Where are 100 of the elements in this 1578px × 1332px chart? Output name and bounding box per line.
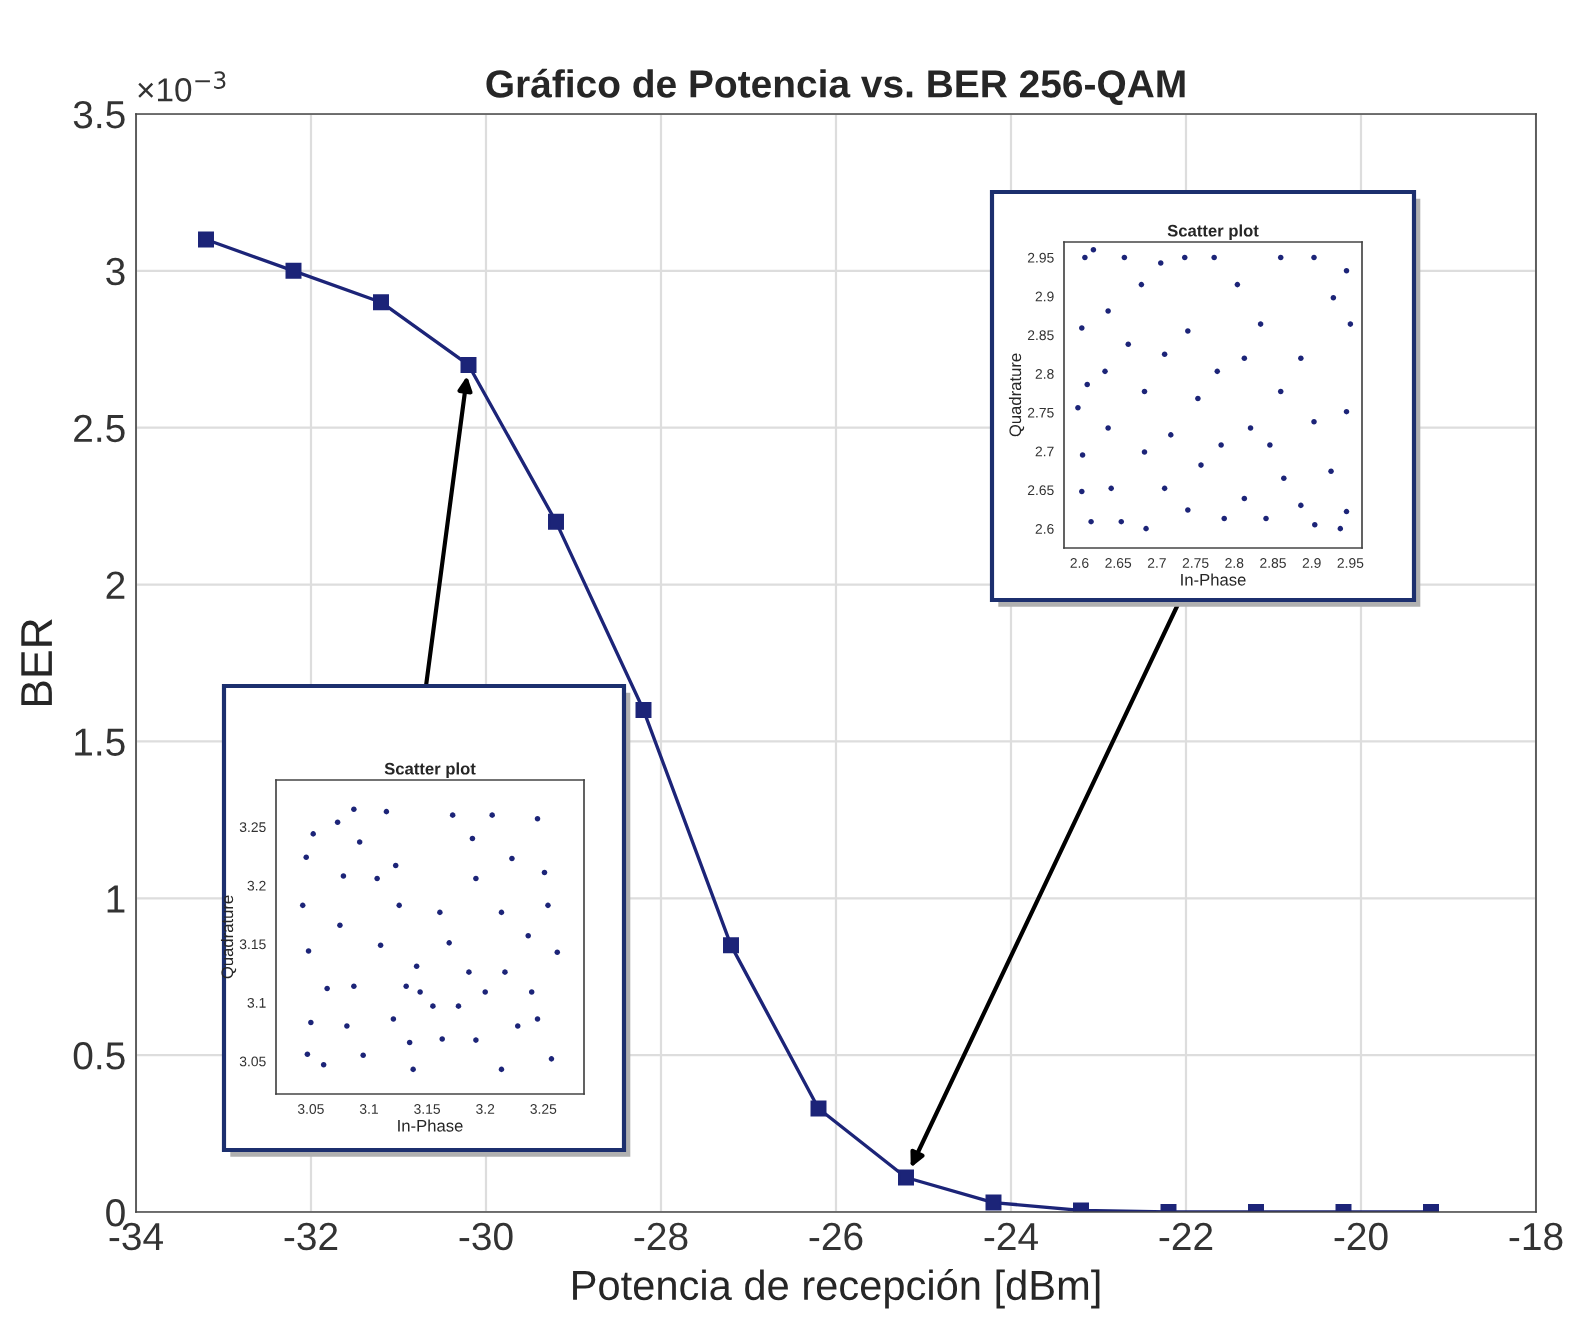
point <box>437 909 443 916</box>
point <box>1108 485 1114 492</box>
point <box>198 231 214 248</box>
point <box>1241 495 1248 502</box>
point <box>1277 254 1284 261</box>
point <box>528 989 535 995</box>
point <box>1195 395 1201 402</box>
point <box>390 1016 397 1022</box>
point <box>1079 452 1086 458</box>
y-tick-label: 2 <box>106 571 125 599</box>
point <box>466 969 472 975</box>
point <box>534 1016 541 1022</box>
y-axis-title: Quadrature <box>220 895 237 979</box>
point <box>455 1003 462 1009</box>
point <box>1214 368 1221 375</box>
y-tick-label: 2.5 <box>74 414 125 443</box>
point <box>1263 515 1269 522</box>
point <box>320 1061 327 1068</box>
x-tick-label: -22 <box>1159 1222 1213 1250</box>
point <box>305 948 312 954</box>
point <box>417 989 423 995</box>
y-axis-title: BER <box>21 619 52 706</box>
point <box>446 940 452 946</box>
point <box>473 1037 479 1043</box>
point <box>1168 432 1174 438</box>
point <box>985 1194 1002 1211</box>
point <box>304 1051 311 1057</box>
point <box>1198 462 1204 468</box>
point <box>460 356 477 373</box>
point <box>1079 325 1085 331</box>
x-tick-label: -34 <box>109 1222 163 1251</box>
point <box>1088 518 1094 525</box>
y-tick-label: 1 <box>107 885 125 913</box>
point <box>1105 425 1111 431</box>
x-tick-label: -28 <box>634 1222 688 1251</box>
point <box>1298 355 1304 361</box>
point <box>410 1066 416 1073</box>
point <box>1247 425 1254 431</box>
x-tick-label: -20 <box>1334 1222 1388 1251</box>
point <box>1138 281 1145 288</box>
point <box>439 1036 445 1042</box>
point <box>1118 518 1125 525</box>
point <box>635 702 652 719</box>
point <box>383 808 390 815</box>
chart-title: Gráfico de Potencia vs. BER 256-QAM <box>486 68 1185 105</box>
point <box>1161 485 1168 492</box>
y-tick-label: 3 <box>106 257 125 286</box>
point <box>1234 281 1241 288</box>
point <box>548 1056 555 1062</box>
x-tick-label: -30 <box>459 1222 513 1251</box>
x-tick-label: -32 <box>284 1222 338 1251</box>
x-axis-title: In-Phase <box>1181 573 1246 586</box>
point <box>373 294 389 311</box>
point <box>374 875 380 882</box>
x-tick-label: -18 <box>1509 1222 1563 1251</box>
text: ×10$^{−3}$ <box>138 71 226 102</box>
y-tick-label: 0.5 <box>73 1042 125 1070</box>
point <box>502 969 508 975</box>
y-axis-title: Quadrature <box>1008 353 1025 437</box>
point <box>509 855 515 862</box>
point <box>723 937 739 954</box>
point <box>1330 295 1337 301</box>
point <box>1105 308 1111 314</box>
point <box>1343 508 1350 515</box>
point <box>1075 405 1081 411</box>
point <box>351 806 357 813</box>
x-tick-label: -26 <box>809 1222 863 1251</box>
point <box>344 1023 350 1029</box>
point <box>1090 246 1097 253</box>
point <box>469 835 476 842</box>
point <box>1241 355 1248 361</box>
point <box>473 875 479 882</box>
point <box>1181 254 1188 261</box>
point <box>351 983 357 989</box>
y-tick-label: 0 <box>106 1198 125 1227</box>
point <box>1084 381 1090 388</box>
point <box>1298 502 1304 509</box>
point <box>1277 388 1284 395</box>
point <box>1311 254 1317 261</box>
point <box>482 989 488 995</box>
point <box>396 902 402 909</box>
point <box>1125 341 1132 348</box>
chart-title: Scatter plot <box>1167 224 1259 240</box>
point <box>1221 515 1227 522</box>
point <box>299 902 306 909</box>
point <box>392 862 399 869</box>
point <box>498 1066 505 1073</box>
point <box>1343 267 1350 274</box>
point <box>303 854 309 861</box>
point <box>413 963 420 970</box>
point <box>1281 475 1287 482</box>
point <box>525 933 531 939</box>
x-tick-label: -24 <box>984 1222 1038 1250</box>
point <box>498 909 505 916</box>
y-tick-label: 3.5 <box>73 100 125 129</box>
point <box>310 831 316 837</box>
point <box>1211 254 1217 261</box>
point <box>898 1169 914 1186</box>
point <box>340 873 347 879</box>
point <box>285 262 302 279</box>
